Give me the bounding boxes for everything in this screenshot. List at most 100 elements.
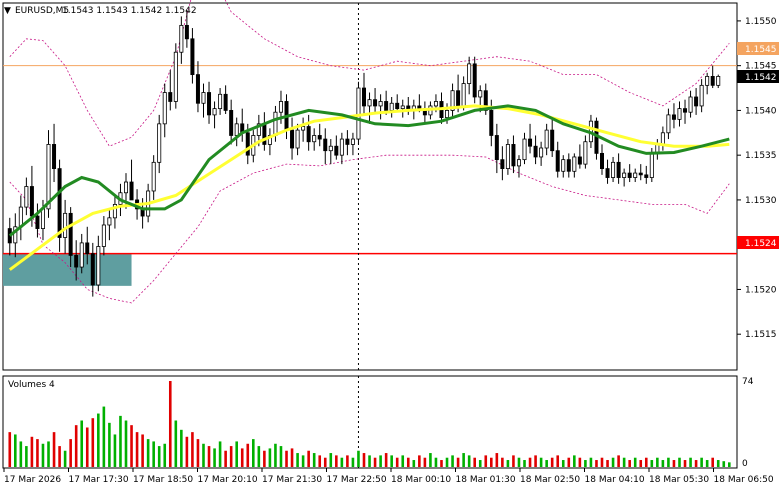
- price-axis-label: 1.1530: [745, 196, 777, 206]
- candle-body: [173, 51, 178, 102]
- price-axis-label: 1.1515: [745, 330, 777, 340]
- time-axis-label: 17 Mar 21:30: [262, 475, 322, 485]
- volume-pane[interactable]: 17 Mar 2026 17 Mar 17:30 17 Mar 18:50 17 Ma…: [2, 375, 774, 485]
- candle-body: [29, 186, 34, 217]
- candle-body: [622, 172, 627, 178]
- candle-body: [334, 145, 339, 156]
- candle-body: [256, 123, 261, 136]
- resistance-price-tag: [737, 42, 779, 55]
- time-axis-label: 18 Mar 02:50: [520, 475, 580, 485]
- candle-body: [151, 161, 156, 192]
- candle-body: [295, 129, 300, 149]
- candle-body: [234, 123, 239, 136]
- time-axis-label: 17 Mar 17:30: [69, 475, 129, 485]
- candle-body: [395, 102, 400, 110]
- candle-body: [605, 168, 610, 178]
- candle-body: [278, 101, 283, 113]
- candle-body: [373, 99, 378, 107]
- candle-body: [306, 126, 311, 143]
- time-axis-label: 17 Mar 18:50: [133, 475, 193, 485]
- candle-body: [35, 215, 40, 229]
- candle-body: [583, 141, 588, 165]
- candle-body: [710, 76, 715, 86]
- candle-body: [688, 96, 693, 113]
- candle-body: [572, 156, 577, 172]
- candle-body: [323, 138, 328, 152]
- candle-body: [107, 217, 112, 226]
- candle-body: [677, 108, 682, 120]
- candle-body: [472, 63, 477, 98]
- candle-body: [550, 129, 555, 152]
- support-price-label: 1.1524: [745, 239, 777, 249]
- candle-body: [90, 253, 95, 286]
- candle-body: [555, 150, 560, 172]
- candle-body: [190, 38, 195, 76]
- candle-body: [378, 101, 383, 107]
- candle-body: [350, 138, 355, 145]
- candle-body: [511, 144, 516, 167]
- candle-body: [101, 224, 106, 247]
- candle-body: [328, 145, 333, 152]
- time-axis-label: 18 Mar 05:30: [649, 475, 709, 485]
- candle-body: [716, 76, 721, 86]
- candle-body: [312, 135, 317, 143]
- price-axis-label: 1.1535: [745, 151, 777, 161]
- candle-body: [361, 87, 366, 107]
- candle-body: [229, 110, 234, 136]
- candle-body: [616, 161, 621, 178]
- candle-body: [705, 76, 710, 86]
- candle-body: [528, 138, 533, 147]
- candle-body: [57, 168, 62, 238]
- candle-body: [660, 132, 665, 145]
- candle-body: [367, 99, 372, 107]
- support-price-tag: [737, 236, 779, 249]
- candle-body: [483, 90, 488, 111]
- candle-body: [13, 226, 18, 244]
- candle-body: [489, 110, 494, 136]
- volume-pane-frame: [2, 375, 738, 469]
- candle-body: [157, 123, 162, 163]
- candle-body: [699, 84, 704, 107]
- candle-body: [500, 159, 505, 169]
- ohlc-readout: 1.1543 1.1543 1.1542 1.1542: [62, 6, 197, 16]
- price-pane[interactable]: 1.15501.15451.15401.15351.15301.15251.15…: [2, 0, 777, 371]
- volume-panel-title: Volumes 4: [8, 380, 55, 390]
- candle-body: [79, 242, 84, 268]
- candle-body: [433, 101, 438, 107]
- candle-body: [666, 114, 671, 134]
- symbol-label: EURUSD,M5: [15, 6, 69, 16]
- price-axis-label: 1.1545: [745, 62, 777, 72]
- support-zone: [3, 253, 132, 286]
- candle-body: [467, 63, 472, 84]
- candle-body: [162, 92, 167, 125]
- candle-body: [273, 111, 278, 136]
- candle-body: [671, 114, 676, 120]
- candle-body: [494, 135, 499, 161]
- candle-body: [68, 212, 73, 256]
- candle-body: [201, 92, 206, 104]
- current-price-tag: [737, 70, 779, 83]
- candle-body: [478, 90, 483, 98]
- candle-body: [417, 105, 422, 110]
- candle-body: [384, 101, 389, 111]
- time-axis-label: 18 Mar 00:10: [391, 475, 451, 485]
- dropdown-arrow-icon[interactable]: ▼: [4, 6, 11, 16]
- candle-body: [683, 108, 688, 113]
- candle-body: [317, 135, 322, 140]
- resistance-price-label: 1.1545: [745, 45, 777, 55]
- candle-body: [112, 204, 117, 219]
- candle-body: [445, 110, 450, 118]
- candle-body: [627, 172, 632, 178]
- candle-body: [290, 129, 295, 149]
- time-axis-label: 18 Mar 06:50: [714, 475, 774, 485]
- candle-body: [168, 92, 173, 102]
- candle-body: [301, 126, 306, 131]
- candle-body: [63, 212, 68, 238]
- candle-body: [52, 144, 57, 169]
- candle-body: [345, 138, 350, 145]
- candle-body: [644, 174, 649, 178]
- candle-body: [24, 186, 29, 208]
- candle-body: [245, 132, 250, 156]
